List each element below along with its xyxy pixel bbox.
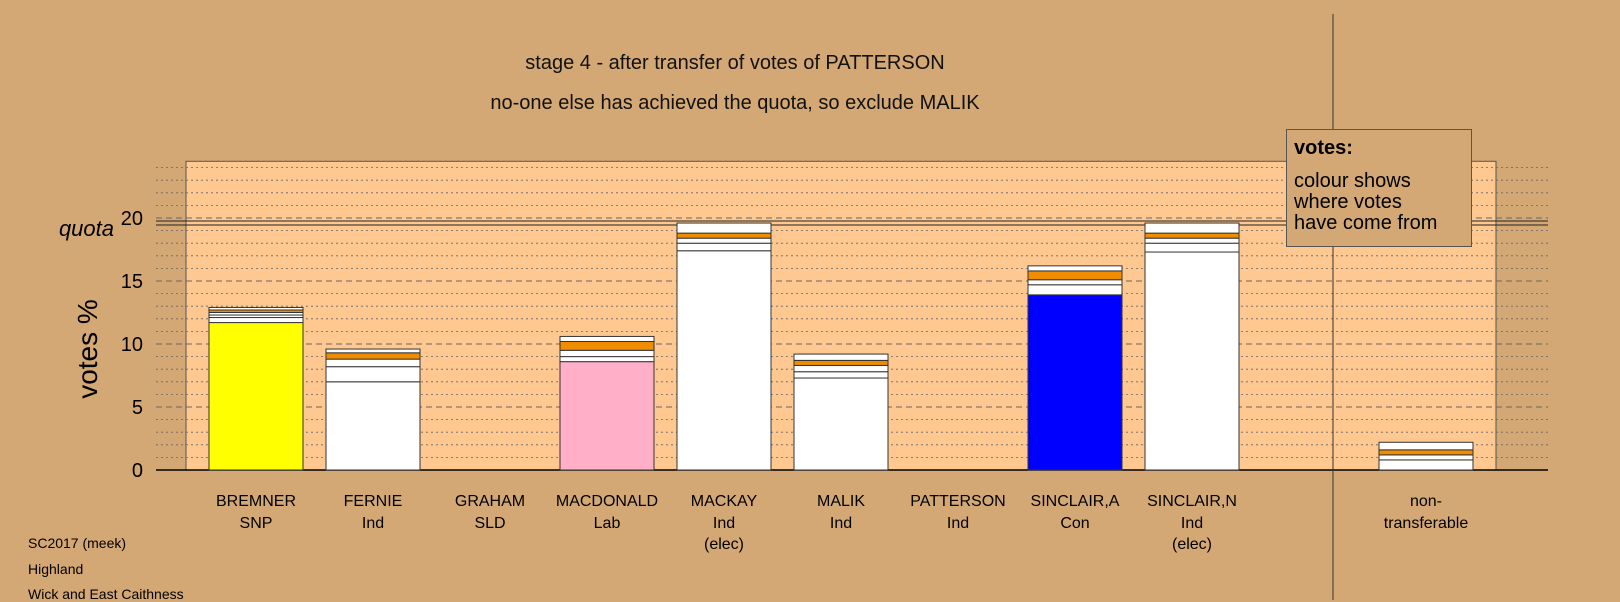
candidate-party-label: Lab <box>594 515 621 532</box>
y-tick-label: 5 <box>132 397 143 419</box>
chart-subtitle: no-one else has achieved the quota, so e… <box>490 92 980 114</box>
footer-ward: Wick and East Caithness <box>28 586 184 602</box>
legend: votes: colour shows where votes have com… <box>1286 129 1472 247</box>
bar-segment <box>325 366 421 383</box>
chart-title: stage 4 - after transfer of votes of PAT… <box>525 52 945 74</box>
bar-segment <box>559 335 655 342</box>
candidate-name-label: SINCLAIR,N <box>1147 493 1237 510</box>
bar-segment <box>676 237 772 244</box>
bar-segment <box>1144 222 1240 234</box>
y-axis-label: votes % <box>72 299 103 399</box>
bar-segment <box>208 317 304 324</box>
nontransferable-bar-segment <box>1378 454 1474 461</box>
bar-segment <box>325 358 421 368</box>
footer-council: Highland <box>28 561 84 577</box>
candidate-name-label: MACKAY <box>691 493 758 510</box>
bar-segment <box>676 232 772 239</box>
nontransferable-bar-segment <box>1378 459 1474 471</box>
y-tick-label: 0 <box>132 460 143 482</box>
nontransferable-label: non- <box>1410 493 1442 510</box>
bar-segment <box>793 359 889 366</box>
bar-segment <box>1027 284 1123 296</box>
bar-segment <box>208 306 304 311</box>
bar-segment <box>1027 279 1123 286</box>
bar-segment <box>208 322 304 471</box>
y-tick-label: 20 <box>121 208 143 230</box>
bar-segment <box>1144 242 1240 253</box>
bar-segment <box>1027 265 1123 272</box>
bar-segment <box>793 371 889 379</box>
legend-line: where votes <box>1294 191 1402 213</box>
bar-segment <box>676 222 772 234</box>
candidate-party-label: SNP <box>240 515 273 532</box>
bar-segment <box>325 352 421 360</box>
candidate-name-label: PATTERSON <box>910 493 1005 510</box>
candidate-party-label: Ind <box>362 515 384 532</box>
quota-label: quota <box>59 216 114 241</box>
nontransferable-label: transferable <box>1384 515 1469 532</box>
bar-segment <box>1144 232 1240 239</box>
candidate-name-label: BREMNER <box>216 493 296 510</box>
bar-segment <box>325 381 421 471</box>
bar-segment <box>793 377 889 471</box>
candidate-party-label: Con <box>1060 515 1089 532</box>
candidate-name-label: MALIK <box>817 493 865 510</box>
candidate-note-label: (elec) <box>704 536 744 553</box>
footer-election: SC2017 (meek) <box>28 535 127 551</box>
candidate-party-label: SLD <box>474 515 505 532</box>
bar-segment <box>1027 270 1123 281</box>
bar-segment <box>1144 251 1240 471</box>
bar-segment <box>1144 237 1240 244</box>
candidate-party-label: Ind <box>947 515 969 532</box>
nontransferable-bar-segment <box>1378 449 1474 456</box>
y-tick-label: 15 <box>121 271 143 293</box>
bar-segment <box>559 356 655 363</box>
bar-segment <box>676 242 772 252</box>
candidate-name-label: MACDONALD <box>556 493 658 510</box>
y-tick-label: 10 <box>121 334 143 356</box>
bar-segment <box>1027 294 1123 471</box>
bar-segment <box>676 250 772 471</box>
candidate-name-label: FERNIE <box>344 493 403 510</box>
legend-line: have come from <box>1294 212 1438 234</box>
candidate-name-label: GRAHAM <box>455 493 525 510</box>
candidate-note-label: (elec) <box>1172 536 1212 553</box>
candidate-name-label: SINCLAIR,A <box>1031 493 1120 510</box>
candidate-party-label: Ind <box>830 515 852 532</box>
candidate-party-label: Ind <box>1181 515 1203 532</box>
bar-segment <box>793 364 889 373</box>
nontransferable-bar-segment <box>1378 441 1474 451</box>
legend-title: votes: <box>1294 137 1353 159</box>
bar-segment <box>325 348 421 354</box>
bar-segment <box>559 349 655 358</box>
legend-line: colour shows <box>1294 170 1411 192</box>
bar-segment <box>559 340 655 351</box>
bar-segment <box>793 353 889 361</box>
candidate-party-label: Ind <box>713 515 735 532</box>
bar-segment <box>559 361 655 471</box>
